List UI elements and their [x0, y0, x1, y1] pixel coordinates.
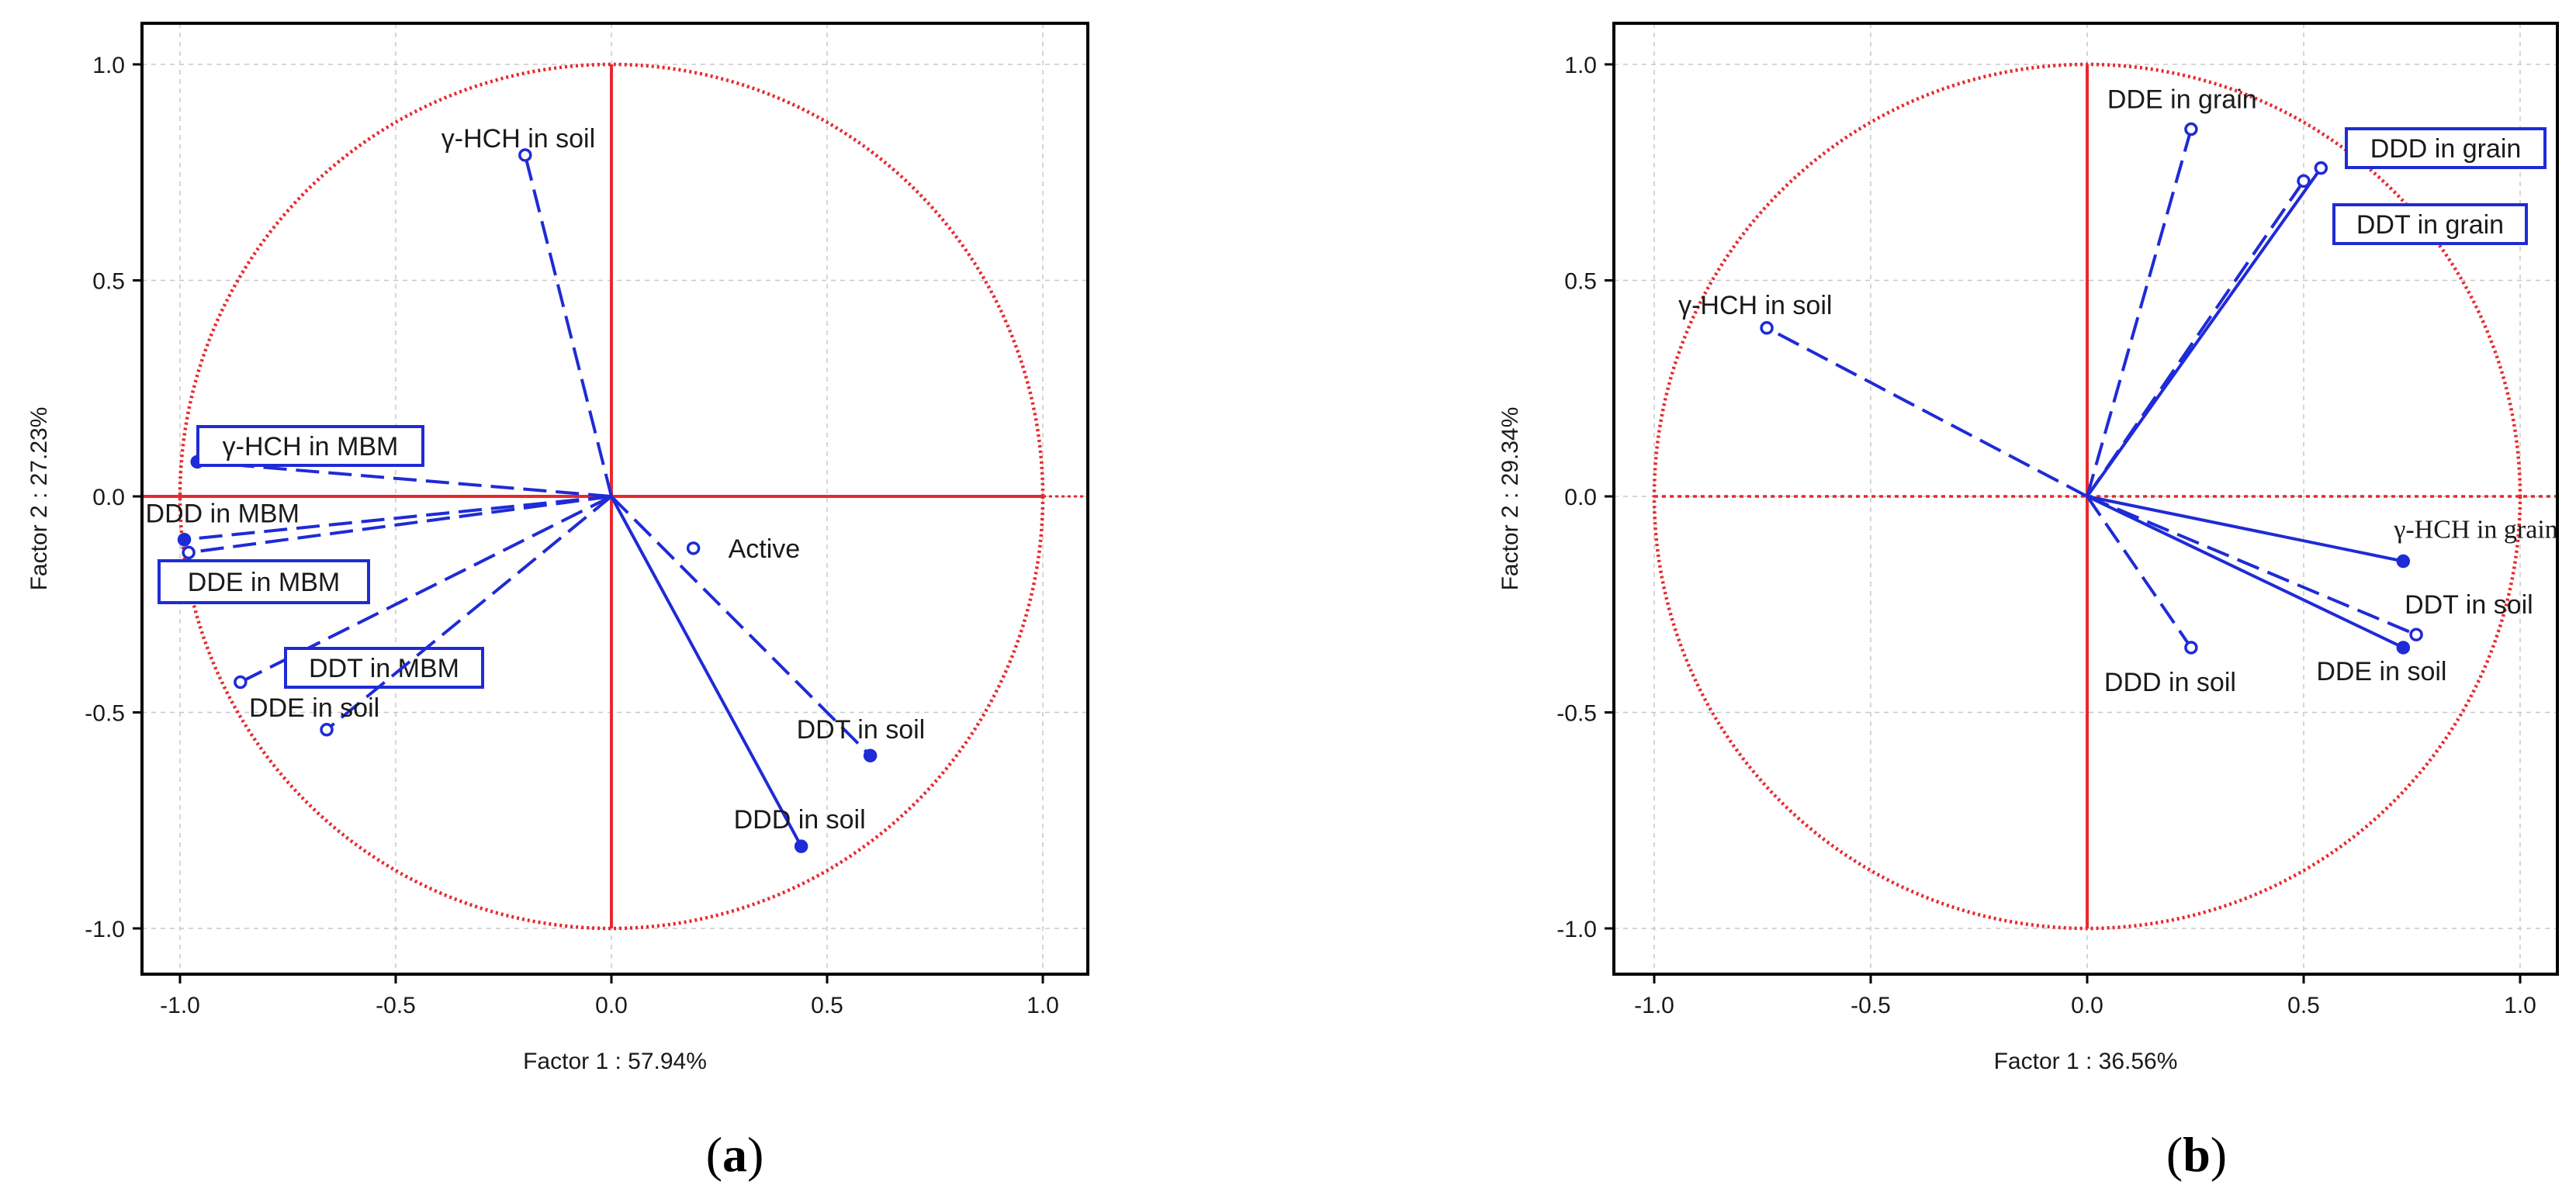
x-tick-label: 0.0 [595, 993, 628, 1018]
x-axis-label: Factor 1 : 57.94% [523, 1049, 707, 1074]
y-tick-label: -0.5 [1556, 701, 1597, 727]
point-label: DDT in soil [2405, 590, 2533, 620]
point-label: γ-HCH in soil [441, 124, 595, 154]
plot-frame [1612, 22, 2559, 976]
loading-vector [2086, 495, 2404, 563]
point-marker [2184, 641, 2198, 655]
point-label: DDE in grain [2107, 85, 2257, 115]
point-label: γ-HCH in grain [2393, 516, 2557, 544]
label-box [2332, 203, 2528, 245]
y-tick-label: -1.0 [85, 917, 125, 942]
point-marker [2409, 627, 2423, 641]
point-label: Active [729, 534, 801, 564]
panel-letter-b: (b) [2166, 1127, 2227, 1182]
label-box [284, 647, 484, 689]
y-tick-label: 0.0 [1564, 485, 1597, 510]
y-tick-label: 1.0 [92, 53, 125, 78]
point-marker [320, 723, 334, 737]
loading-vector [2086, 167, 2322, 498]
point-marker [1760, 321, 1774, 335]
point-marker [2396, 554, 2411, 569]
loading-vector [2086, 495, 2193, 649]
loading-vector [523, 154, 613, 497]
point-label: DDD in soil [2104, 668, 2236, 697]
x-tick-label: -0.5 [1851, 993, 1891, 1018]
x-tick-label: 0.5 [2287, 993, 2320, 1018]
y-tick-label: 0.5 [1564, 269, 1597, 295]
point-label: γ-HCH in MBM [223, 432, 399, 461]
loading-vector [2086, 129, 2193, 497]
point-marker [2184, 122, 2198, 137]
x-tick-label: -1.0 [160, 993, 200, 1018]
chart-panel-a: -1.0 -0.5 0.0 0.5 1.0 -1.0 -0.5 0.0 0.5 1.0 Factor… [26, 22, 1089, 1074]
y-tick-label: 0.0 [92, 485, 125, 510]
point-marker [2314, 161, 2328, 175]
point-label: γ-HCH in soil [1678, 291, 1832, 320]
y-tick-label: -0.5 [85, 701, 125, 727]
loading-vector [610, 495, 872, 757]
label-box [158, 559, 370, 604]
y-tick-label: 1.0 [1564, 53, 1597, 78]
x-tick-label: 1.0 [1027, 993, 1059, 1018]
plot-frame [140, 22, 1089, 976]
point-marker [182, 545, 196, 560]
point-label: DDT in grain [2356, 210, 2504, 240]
point-label: DDD in MBM [146, 499, 299, 529]
x-tick-label: 0.0 [2071, 993, 2103, 1018]
x-tick-label: -1.0 [1634, 993, 1674, 1018]
y-tick-label: 0.5 [92, 269, 125, 295]
point-marker [863, 748, 878, 762]
point-marker [177, 532, 192, 547]
loading-vector [325, 495, 613, 731]
x-tick-label: -0.5 [376, 993, 416, 1018]
loading-vector [2086, 495, 2417, 637]
point-marker [686, 541, 701, 555]
loading-vector [188, 495, 612, 555]
y-tick-label: -1.0 [1556, 917, 1597, 942]
point-label: DDD in grain [2370, 134, 2522, 164]
point-marker [234, 675, 248, 690]
point-label: DDT in MBM [309, 654, 459, 683]
loading-vector [2086, 495, 2405, 649]
point-label: DDT in soil [797, 715, 926, 745]
chart-panel-b: -1.0 -0.5 0.0 0.5 1.0 -1.0 -0.5 0.0 0.5 1.0 Factor… [1497, 22, 2559, 1074]
loading-vector [197, 460, 612, 498]
loading-vector [1766, 326, 2088, 498]
loading-vector [610, 496, 803, 848]
point-marker [794, 839, 808, 853]
point-label: DDE in soil [2316, 657, 2446, 686]
panel-letter-a: (a) [706, 1127, 764, 1182]
label-box [2345, 127, 2547, 169]
point-marker [2396, 641, 2411, 655]
point-label: DDD in soil [734, 805, 866, 835]
x-axis-label: Factor 1 : 36.56% [1994, 1049, 2178, 1074]
point-label: DDE in soil [249, 693, 379, 723]
label-box [196, 425, 424, 467]
point-label: DDE in MBM [188, 568, 340, 597]
y-axis-label: Factor 2 : 29.34% [1497, 407, 1523, 591]
y-axis-label: Factor 2 : 27.23% [26, 407, 52, 591]
point-marker [518, 148, 532, 162]
x-tick-label: 1.0 [2504, 993, 2536, 1018]
point-marker [2297, 174, 2311, 188]
x-tick-label: 0.5 [811, 993, 843, 1018]
loading-vector [184, 495, 612, 541]
